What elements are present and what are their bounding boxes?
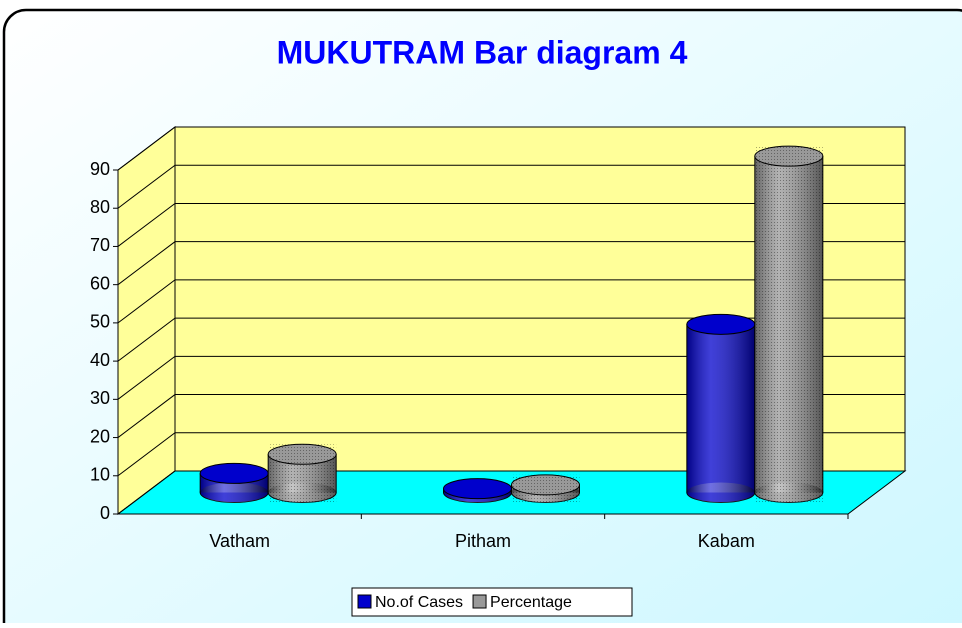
- grid-line: [117, 470, 905, 515]
- bar-bottom-front: [754, 482, 823, 503]
- grid-line: [117, 355, 905, 400]
- grid-line: [117, 202, 905, 247]
- bar-top: [686, 313, 756, 335]
- y-tick-label: 60: [90, 273, 110, 293]
- legend: No.of Cases Percentage: [351, 587, 633, 617]
- cylinder: [443, 478, 512, 503]
- cylinder: [754, 145, 824, 503]
- y-tick-label: 70: [90, 235, 110, 255]
- bar-bottom-front: [200, 482, 269, 503]
- y-tick-label: 0: [100, 503, 110, 523]
- y-tick-label: 90: [90, 159, 110, 179]
- x-tick-label: Kabam: [698, 531, 755, 551]
- x-tick-label: Vatham: [209, 531, 270, 551]
- bar-top: [511, 474, 580, 496]
- bar-top: [199, 462, 269, 484]
- grid-line: [117, 394, 905, 438]
- grid-line: [117, 432, 905, 477]
- cylinder: [267, 443, 337, 503]
- bar-shade: [754, 156, 823, 493]
- y-tick-label: 20: [90, 426, 110, 446]
- legend-label: Percentage: [490, 594, 572, 611]
- bar-bottom-front: [686, 482, 755, 503]
- cylinder: [511, 474, 580, 503]
- chart-title: MUKUTRAM Bar diagram 4: [277, 34, 688, 70]
- cylinder: [199, 462, 269, 503]
- bar-bottom-front: [268, 482, 337, 503]
- side-wall: [117, 125, 176, 516]
- y-tick-label: 10: [90, 465, 110, 485]
- bar-top: [754, 145, 824, 167]
- legend-swatch: [357, 594, 372, 609]
- bar-top: [443, 478, 512, 500]
- bar-shade: [686, 324, 755, 493]
- grid-line: [117, 164, 905, 209]
- bar-top: [267, 443, 337, 465]
- grid-line: [117, 317, 905, 362]
- cylinder: [686, 313, 756, 503]
- legend-label: No.of Cases: [375, 594, 463, 611]
- y-tick-label: 30: [90, 388, 110, 408]
- y-tick-label: 50: [90, 312, 110, 332]
- legend-box: [351, 587, 633, 617]
- x-tick-label: Pitham: [455, 531, 511, 551]
- legend-swatch: [472, 594, 487, 609]
- grid-line: [117, 126, 905, 171]
- y-tick-label: 80: [90, 197, 110, 217]
- y-tick-label: 40: [90, 350, 110, 370]
- grid-line: [117, 279, 905, 324]
- grid-line: [117, 241, 905, 286]
